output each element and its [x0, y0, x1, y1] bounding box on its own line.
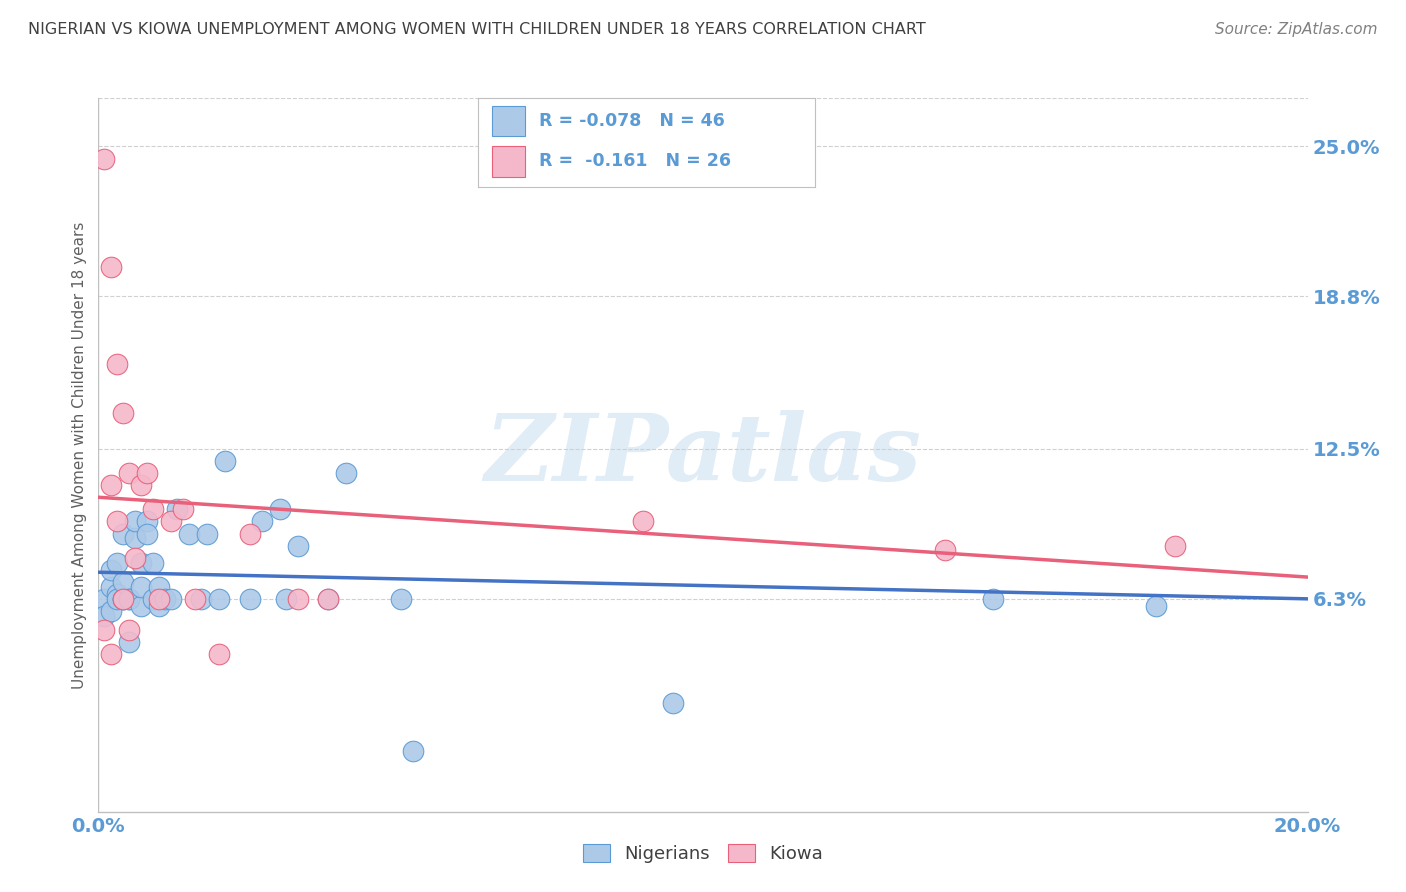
Point: [148, 591, 170, 606]
Point: [214, 454, 236, 468]
Bar: [492, 146, 526, 177]
Legend: Nigerians, Kiowa: Nigerians, Kiowa: [575, 837, 831, 871]
Point: [316, 591, 339, 606]
Point: [111, 526, 134, 541]
Bar: [492, 106, 526, 136]
Point: [100, 478, 122, 492]
Point: [148, 599, 170, 613]
Point: [389, 591, 412, 606]
Point: [111, 406, 134, 420]
Point: [142, 591, 165, 606]
Point: [135, 515, 157, 529]
Point: [160, 515, 183, 529]
Point: [105, 515, 128, 529]
Point: [981, 591, 1004, 606]
Point: [250, 515, 273, 529]
Point: [208, 591, 231, 606]
Point: [153, 591, 176, 606]
Point: [124, 550, 146, 565]
Y-axis label: Unemployment Among Women with Children Under 18 years: Unemployment Among Women with Children U…: [72, 221, 87, 689]
Point: [93, 152, 115, 166]
Point: [316, 591, 339, 606]
Point: [129, 478, 152, 492]
Point: [111, 591, 134, 606]
Point: [179, 526, 201, 541]
Point: [118, 635, 141, 649]
Point: [118, 591, 141, 606]
Point: [100, 260, 122, 275]
Point: [287, 591, 309, 606]
Point: [93, 608, 115, 623]
Point: [135, 466, 157, 480]
Text: NIGERIAN VS KIOWA UNEMPLOYMENT AMONG WOMEN WITH CHILDREN UNDER 18 YEARS CORRELAT: NIGERIAN VS KIOWA UNEMPLOYMENT AMONG WOM…: [28, 22, 927, 37]
Point: [93, 591, 115, 606]
Text: R =  -0.161   N = 26: R = -0.161 N = 26: [538, 153, 731, 170]
Point: [129, 599, 152, 613]
Point: [100, 648, 122, 662]
Point: [335, 466, 357, 480]
Point: [100, 604, 122, 618]
Point: [100, 563, 122, 577]
Point: [118, 466, 141, 480]
Point: [135, 526, 157, 541]
Point: [105, 587, 128, 601]
Point: [124, 515, 146, 529]
Point: [208, 648, 231, 662]
Point: [239, 591, 262, 606]
Point: [195, 526, 218, 541]
Point: [662, 696, 685, 710]
Point: [934, 543, 956, 558]
Point: [111, 574, 134, 589]
Point: [1144, 599, 1167, 613]
Point: [190, 591, 212, 606]
Point: [1163, 539, 1185, 553]
Point: [631, 515, 654, 529]
Point: [287, 539, 309, 553]
Text: R = -0.078   N = 46: R = -0.078 N = 46: [538, 112, 724, 130]
Point: [100, 580, 122, 594]
Point: [118, 624, 141, 638]
Point: [142, 556, 165, 570]
Point: [142, 502, 165, 516]
Point: [274, 591, 297, 606]
Text: ZIPatlas: ZIPatlas: [485, 410, 921, 500]
Point: [269, 502, 291, 516]
Point: [105, 591, 128, 606]
Point: [129, 580, 152, 594]
Text: Source: ZipAtlas.com: Source: ZipAtlas.com: [1215, 22, 1378, 37]
Point: [160, 591, 183, 606]
Point: [148, 580, 170, 594]
Point: [402, 744, 425, 758]
Point: [184, 591, 207, 606]
Point: [105, 556, 128, 570]
Point: [111, 591, 134, 606]
Point: [105, 357, 128, 371]
Point: [93, 624, 115, 638]
Point: [239, 526, 262, 541]
Point: [124, 532, 146, 546]
Point: [129, 556, 152, 570]
Point: [111, 591, 134, 606]
Point: [166, 502, 188, 516]
Point: [172, 502, 194, 516]
Point: [118, 591, 141, 606]
